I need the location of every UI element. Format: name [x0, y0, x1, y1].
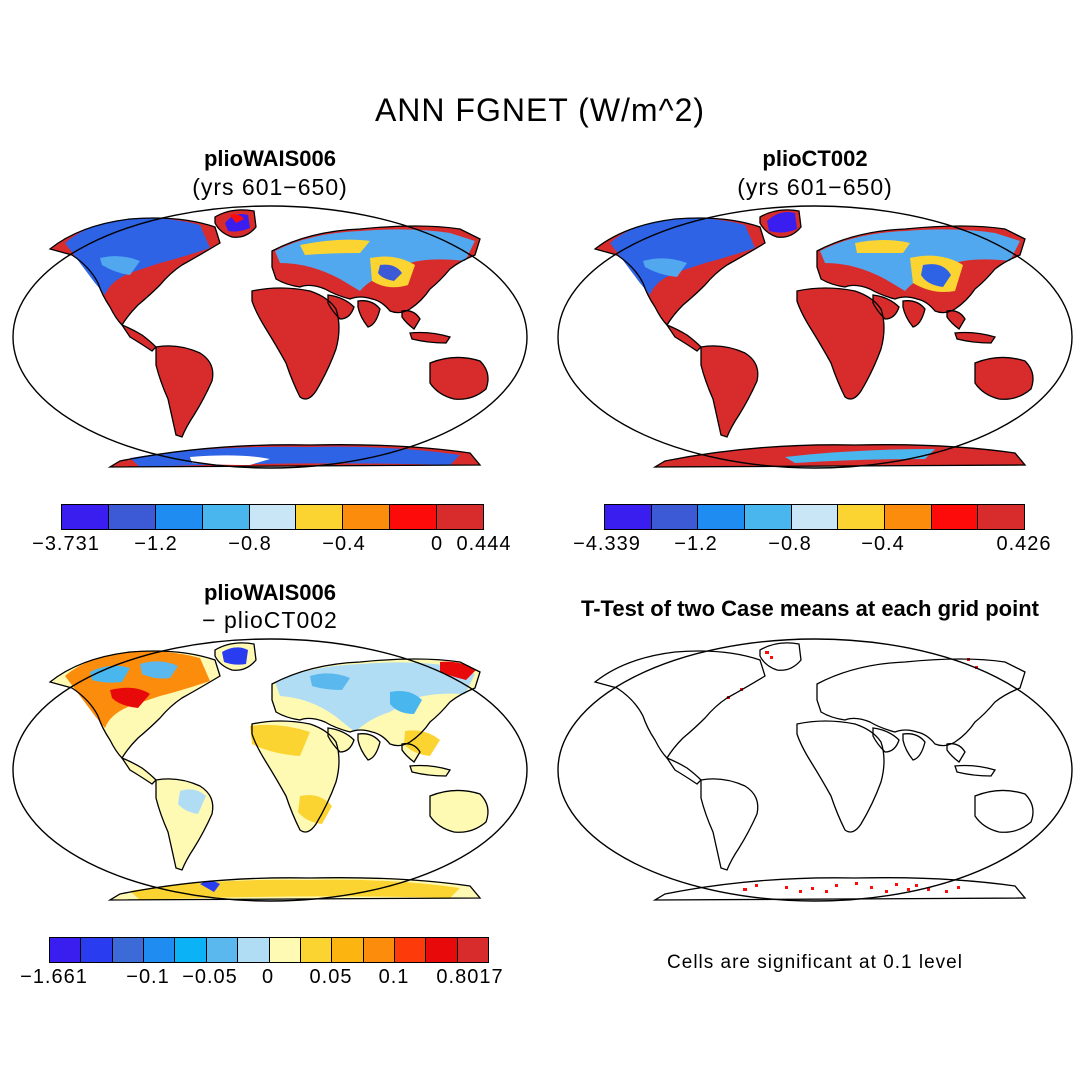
panel1-colorbar: [61, 504, 484, 530]
panel2-tick: −0.4: [861, 533, 905, 555]
panel2-colorbar-labels: −4.339 −1.2 −0.8 −0.4 0.426: [540, 533, 1080, 557]
panel3-colorbar-swatch: [175, 938, 207, 962]
panel2-colorbar: [604, 504, 1025, 530]
panel4-map: [555, 636, 1075, 904]
panel3-tick: −0.1: [126, 966, 170, 988]
panel1-colorbar-swatch: [249, 505, 297, 529]
panel1-colorbar-labels: −3.731 −1.2 −0.8 −0.4 0 0.444: [0, 533, 540, 557]
panel1-map: [10, 203, 530, 471]
panel3-colorbar-swatch: [81, 938, 113, 962]
panel1-colorbar-swatch: [108, 505, 156, 529]
panel1-tick: −1.2: [134, 533, 178, 555]
panel4-title: T-Test of two Case means at each grid po…: [580, 596, 1039, 621]
panel3-colorbar-swatch: [394, 938, 427, 962]
panel3-tick: −1.661: [20, 966, 88, 988]
panel3-colorbar-swatch: [206, 938, 239, 962]
panel3-subtitle: − plioCT002: [202, 607, 338, 633]
panel1-colorbar-swatch: [390, 505, 438, 529]
panel2-tick: −4.339: [573, 533, 641, 555]
panel1-colorbar-swatch: [155, 505, 203, 529]
panel3-colorbar-swatch: [300, 938, 333, 962]
panel2-colorbar-swatch: [605, 505, 652, 529]
panel1-tick: 0: [430, 533, 444, 555]
panel3-colorbar-swatch: [457, 938, 489, 962]
panel3-difference-pattern: [65, 647, 476, 900]
panel2-tick: −1.2: [674, 533, 718, 555]
panel4-note: Cells are significant at 0.1 level: [667, 952, 963, 973]
panel1-highlat-cold: [65, 214, 475, 467]
panel1-title: plioWAIS006: [203, 146, 337, 171]
panel3-colorbar-swatch: [238, 938, 270, 962]
panel3-colorbar: [49, 937, 489, 963]
panel3-colorbar-swatch: [363, 938, 395, 962]
panel2-colorbar-swatch: [745, 505, 792, 529]
panel3-tick: 0: [261, 966, 275, 988]
panel1-tick: −3.731: [32, 533, 100, 555]
panel2-colorbar-swatch: [838, 505, 886, 529]
panel2-colorbar-swatch: [651, 505, 699, 529]
panel3-colorbar-swatch: [112, 938, 145, 962]
panel2-highlat-cold: [610, 212, 1020, 463]
panel3-tick: 0.8017: [436, 966, 504, 988]
panel3-colorbar-swatch: [426, 938, 458, 962]
panel2-title: plioCT002: [762, 146, 868, 171]
panel3-tick: 0.05: [309, 966, 353, 988]
panel2-colorbar-swatch: [698, 505, 746, 529]
panel1-colorbar-swatch: [296, 505, 344, 529]
panel2-tick: −0.8: [768, 533, 812, 555]
panel2-subtitle: (yrs 601−650): [737, 174, 893, 200]
panel1-tick: −0.8: [228, 533, 272, 555]
panel1-colorbar-swatch: [202, 505, 250, 529]
panel3-tick: 0.1: [378, 966, 410, 988]
panel3-title: plioWAIS006: [203, 580, 337, 605]
panel1-colorbar-swatch: [437, 505, 484, 529]
panel2-colorbar-swatch: [885, 505, 932, 529]
panel1-subtitle: (yrs 601−650): [192, 174, 348, 200]
panel3-colorbar-swatch: [332, 938, 364, 962]
panel3-tick: −0.05: [182, 966, 238, 988]
panel2-colorbar-swatch: [791, 505, 839, 529]
panel1-tick: −0.4: [322, 533, 366, 555]
panel3-map: [10, 636, 530, 904]
figure-title: ANN FGNET (W/m^2): [374, 92, 706, 128]
panel3-colorbar-labels: −1.661 −0.1 −0.05 0 0.05 0.1 0.8017: [0, 966, 540, 990]
panel3-colorbar-swatch: [50, 938, 82, 962]
panel3-colorbar-swatch: [269, 938, 301, 962]
panel1-colorbar-swatch: [343, 505, 391, 529]
panel2-colorbar-swatch: [931, 505, 979, 529]
panel2-colorbar-swatch: [978, 505, 1025, 529]
panel3-colorbar-swatch: [144, 938, 176, 962]
panel1-colorbar-swatch: [62, 505, 109, 529]
panel2-map: [555, 203, 1075, 471]
panel1-tick: 0.444: [456, 533, 512, 555]
panel2-tick: 0.426: [996, 533, 1052, 555]
